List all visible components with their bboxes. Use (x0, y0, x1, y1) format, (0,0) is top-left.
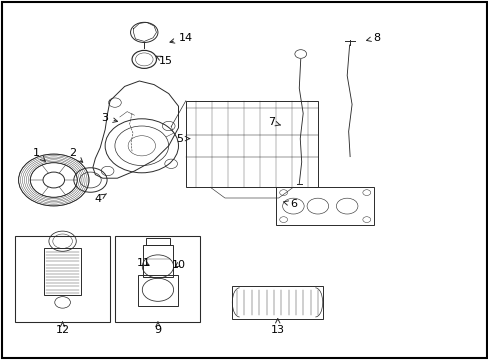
Text: 10: 10 (171, 260, 185, 270)
Text: 1: 1 (33, 148, 45, 161)
Bar (15, 236, 110, 322)
Text: 13: 13 (270, 319, 284, 336)
Bar (115, 236, 200, 322)
Text: 6: 6 (283, 199, 296, 210)
Text: 2: 2 (69, 148, 82, 162)
Text: 8: 8 (366, 33, 379, 43)
Bar (145, 238, 170, 245)
Text: 3: 3 (102, 113, 117, 123)
Bar (44, 248, 81, 295)
Bar (185, 101, 317, 187)
Bar (138, 275, 177, 306)
Text: 9: 9 (154, 322, 161, 336)
Bar (276, 187, 373, 225)
Bar (232, 286, 322, 319)
Bar (143, 245, 172, 277)
Text: 7: 7 (267, 117, 280, 127)
Text: 15: 15 (156, 56, 173, 66)
Text: 12: 12 (56, 322, 69, 336)
Text: 4: 4 (94, 194, 106, 204)
Text: 14: 14 (170, 33, 192, 43)
Text: 11: 11 (137, 258, 151, 268)
Text: 5: 5 (176, 134, 189, 144)
